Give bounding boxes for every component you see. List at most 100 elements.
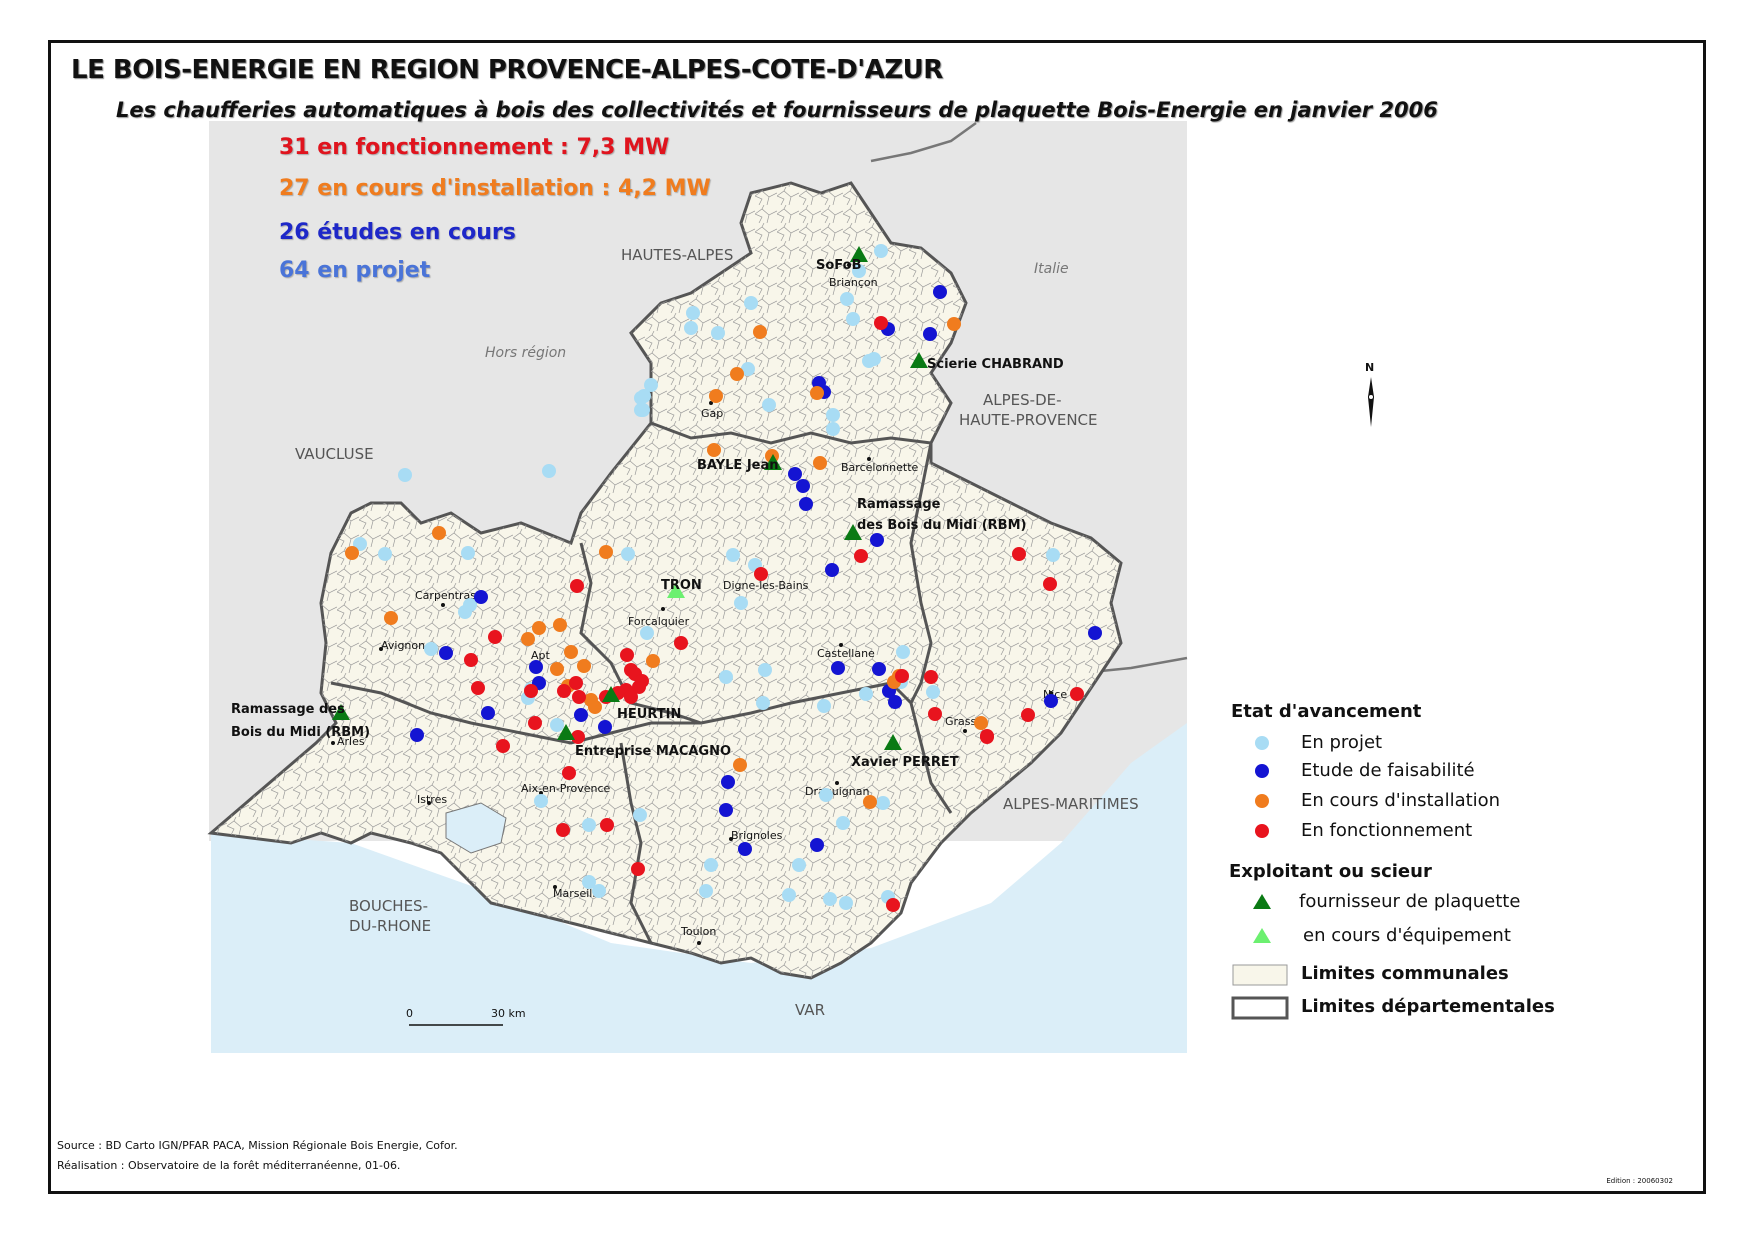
scale-end: 30 km <box>491 1007 526 1020</box>
site-dot-en-projet <box>839 896 853 910</box>
legend-symbols <box>1231 736 1289 1020</box>
site-dot-fonctionnement <box>928 707 942 721</box>
city-istres: Istres <box>417 793 447 806</box>
site-dot-etude <box>888 695 902 709</box>
site-dot-installation <box>550 662 564 676</box>
supplier-triangle-fournisseur <box>850 246 868 262</box>
label-rbm-w-1: Ramassage des <box>231 702 345 717</box>
city-gap: Gap <box>701 407 723 420</box>
stat-projet: 64 en projet <box>279 258 431 283</box>
label-italie: Italie <box>1034 261 1069 277</box>
source-note: Source : BD Carto IGN/PFAR PACA, Mission… <box>57 1139 458 1152</box>
legend-fonctionnement: En fonctionnement <box>1301 820 1473 841</box>
label-alpes-maritimes: ALPES-MARITIMES <box>1003 795 1139 813</box>
site-dot-fonctionnement <box>635 674 649 688</box>
site-dot-fonctionnement <box>620 648 634 662</box>
site-dot-installation <box>709 389 723 403</box>
site-dot-installation <box>646 654 660 668</box>
legend-en-projet: En projet <box>1301 732 1383 753</box>
site-dot-fonctionnement <box>674 636 688 650</box>
site-dot-installation <box>564 645 578 659</box>
site-dot-en-projet <box>926 685 940 699</box>
site-dot-etude <box>788 467 802 481</box>
site-dot-fonctionnement <box>895 669 909 683</box>
site-dot-etude <box>529 660 543 674</box>
site-dot-en-projet <box>398 468 412 482</box>
site-dot-en-projet <box>792 858 806 872</box>
site-dot-etude <box>474 590 488 604</box>
site-dot-installation <box>432 526 446 540</box>
site-dot-fonctionnement <box>524 684 538 698</box>
city-avignon: Avignon <box>381 639 425 652</box>
label-bdr-1: BOUCHES- <box>349 897 428 915</box>
site-dot-fonctionnement <box>874 316 888 330</box>
label-rbm-w-2: Bois du Midi (RBM) <box>231 725 370 740</box>
site-dot-en-projet <box>852 264 866 278</box>
site-dot-en-projet <box>758 663 772 677</box>
site-dot-installation <box>384 611 398 625</box>
site-dot-en-projet <box>819 788 833 802</box>
realisation-note: Réalisation : Observatoire de la forêt m… <box>57 1159 401 1172</box>
legend-etude: Etude de faisabilité <box>1301 760 1475 781</box>
legend-installation: En cours d'installation <box>1301 790 1501 811</box>
site-dot-installation <box>588 700 602 714</box>
legend-triangle-fournisseur <box>1253 894 1271 909</box>
site-dot-installation <box>730 367 744 381</box>
site-dot-en-projet <box>644 378 658 392</box>
label-hors-region: Hors région <box>485 345 566 361</box>
site-dot-fonctionnement <box>624 690 638 704</box>
site-dot-en-projet <box>756 696 770 710</box>
site-dot-installation <box>863 795 877 809</box>
north-label: N <box>1365 361 1374 374</box>
label-vaucluse: VAUCLUSE <box>295 445 374 463</box>
site-dot-en-projet <box>719 670 733 684</box>
site-dot-etude <box>481 706 495 720</box>
site-dot-etude <box>825 563 839 577</box>
site-dot-en-projet <box>458 605 472 619</box>
site-dot-en-projet <box>634 403 648 417</box>
legend-etat-title: Etat d'avancement <box>1231 701 1422 722</box>
site-dot-en-projet <box>550 718 564 732</box>
site-dot-en-projet <box>633 808 647 822</box>
site-dot-en-projet <box>353 537 367 551</box>
site-dot-etude <box>1044 694 1058 708</box>
site-dot-etude <box>410 728 424 742</box>
site-dot-en-projet <box>378 547 392 561</box>
site-dot-installation <box>345 546 359 560</box>
site-dot-en-projet <box>726 548 740 562</box>
legend-fournisseur: fournisseur de plaquette <box>1299 891 1521 912</box>
site-dot-en-projet <box>859 687 873 701</box>
label-rbm-n-1: Ramassage <box>857 497 941 512</box>
cities: Briançon Gap Barcelonnette Digne-les-Bai… <box>331 263 1067 945</box>
site-dot-en-projet <box>699 884 713 898</box>
site-dot-etude <box>831 661 845 675</box>
site-dot-en-projet <box>874 244 888 258</box>
site-dot-etude <box>923 327 937 341</box>
site-dot-etude <box>796 479 810 493</box>
site-dot-en-projet <box>826 408 840 422</box>
site-dot-fonctionnement <box>754 567 768 581</box>
city-brignoles: Brignoles <box>731 829 783 842</box>
site-dot-fonctionnement <box>557 684 571 698</box>
supplier-triangle-fournisseur <box>884 734 902 750</box>
site-dot-installation <box>810 386 824 400</box>
label-var: VAR <box>795 1001 825 1019</box>
site-dot-etude <box>799 497 813 511</box>
scale-bar: 0 30 km <box>406 1007 526 1026</box>
label-tron: TRON <box>661 578 702 593</box>
site-dot-en-projet <box>840 292 854 306</box>
label-perret: Xavier PERRET <box>851 755 959 770</box>
city-digne: Digne-les-Bains <box>723 579 809 592</box>
site-dot-fonctionnement <box>528 716 542 730</box>
site-dot-fonctionnement <box>1043 577 1057 591</box>
label-ahp-2: HAUTE-PROVENCE <box>959 411 1098 429</box>
site-dot-etude <box>738 842 752 856</box>
site-dot-installation <box>947 317 961 331</box>
edition-note: Edition : 20060302 <box>1606 1177 1673 1185</box>
site-dot-en-projet <box>862 354 876 368</box>
site-dot-en-projet <box>534 794 548 808</box>
map-title: LE BOIS-ENERGIE EN REGION PROVENCE-ALPES… <box>71 55 943 85</box>
supplier-triangle-fournisseur <box>910 352 928 368</box>
site-dot-installation <box>521 632 535 646</box>
site-dot-fonctionnement <box>556 823 570 837</box>
